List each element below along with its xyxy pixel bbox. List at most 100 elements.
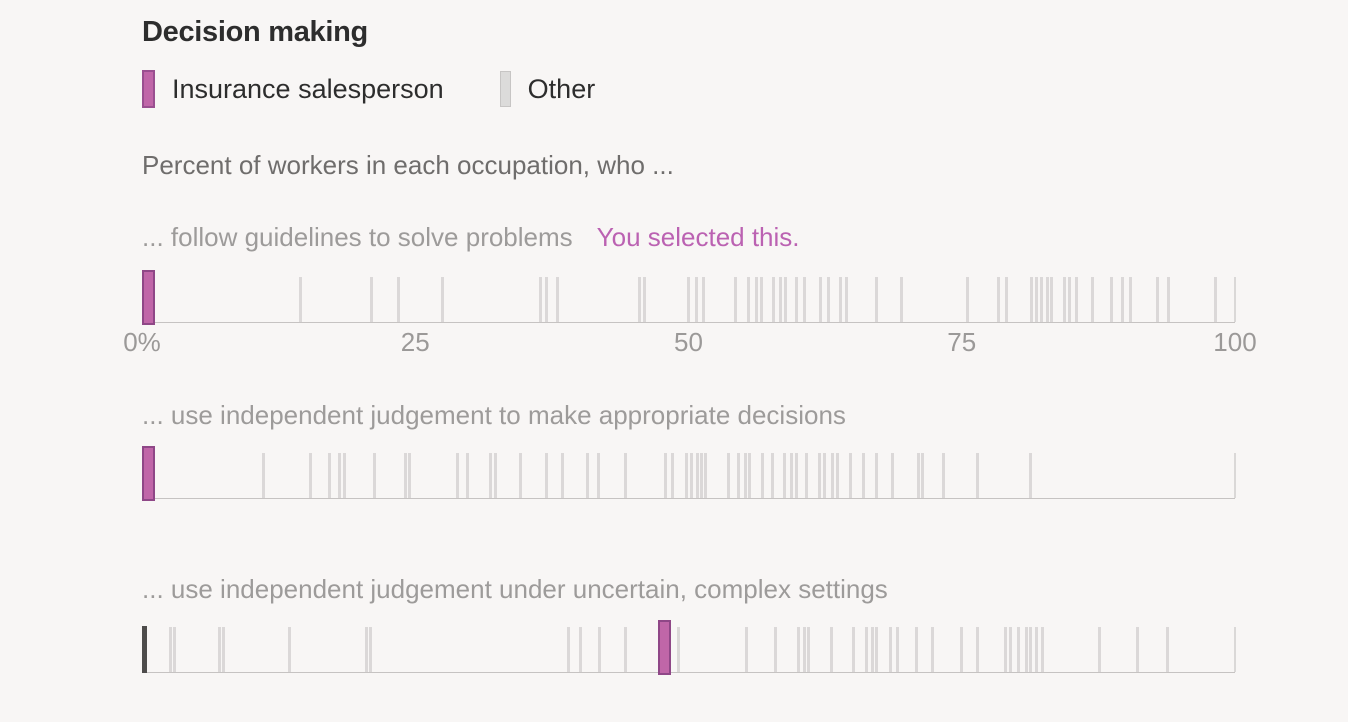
selected-occupation-mark [142, 446, 155, 501]
other-occupation-mark [915, 627, 919, 672]
other-occupation-mark [802, 627, 806, 672]
other-occupation-mark [544, 277, 548, 322]
other-occupation-mark [597, 453, 601, 498]
other-occupation-mark [288, 627, 292, 672]
other-occupation-mark [1062, 277, 1066, 322]
other-occupation-mark [795, 453, 799, 498]
other-occupation-mark [1041, 627, 1045, 672]
legend-label: Other [527, 73, 596, 104]
other-occupation-mark [1213, 277, 1217, 322]
other-occupation-mark [684, 453, 688, 498]
other-occupation-mark [852, 627, 856, 672]
other-occupation-mark [218, 627, 222, 672]
other-occupation-mark [704, 453, 708, 498]
chart-content: Decision making Insurance salesperson Ot… [123, 0, 1257, 722]
other-occupation-mark [874, 453, 878, 498]
axis-endcap [1234, 453, 1236, 498]
other-occupation-mark [370, 277, 374, 322]
other-occupation-mark [795, 277, 799, 322]
strip-label-uncertain-complex: ... use independent judgement under unce… [142, 574, 888, 604]
other-occupation-mark [687, 277, 690, 322]
other-occupation-mark [489, 453, 493, 498]
other-occupation-mark [1091, 277, 1095, 322]
other-occupation-mark [807, 627, 811, 672]
other-occupation-mark [835, 453, 839, 498]
other-occupation-mark [643, 277, 647, 322]
other-occupation-mark [818, 453, 822, 498]
other-occupation-mark [702, 277, 706, 322]
other-occupation-mark [861, 453, 865, 498]
other-occupation-mark [748, 453, 752, 498]
other-occupation-mark [727, 453, 731, 498]
other-occupation-mark [916, 453, 920, 498]
other-occupation-mark [997, 277, 1001, 322]
other-occupation-mark [1166, 277, 1170, 322]
other-occupation-mark [373, 453, 377, 498]
other-occupation-mark [694, 277, 698, 322]
other-occupation-mark [1165, 627, 1169, 672]
strip-plot-uncertain-complex [142, 620, 1236, 675]
other-occupation-mark [838, 277, 842, 322]
strip-label-follow-guidelines: ... follow guidelines to solve problems Y… [142, 222, 800, 253]
other-occupation-mark [1009, 627, 1013, 672]
other-occupation-mark [1034, 627, 1038, 672]
strip-label-text: ... follow guidelines to solve problems [142, 222, 573, 252]
other-occupation-mark [797, 627, 801, 672]
other-occupation-mark [1068, 277, 1072, 322]
legend-swatch-selected [142, 70, 155, 108]
strip-plot-follow-guidelines [142, 270, 1236, 325]
other-occupation-mark [772, 277, 776, 322]
other-occupation-mark [328, 453, 332, 498]
legend-item-insurance-salesperson: Insurance salesperson [142, 70, 444, 108]
other-occupation-mark [1128, 277, 1132, 322]
other-occupation-mark [342, 453, 346, 498]
other-occupation-mark [874, 277, 878, 322]
other-occupation-mark [578, 627, 582, 672]
axis-endcap [1234, 627, 1236, 672]
legend-label: Insurance salesperson [172, 73, 444, 104]
other-occupation-mark [865, 627, 869, 672]
other-occupation-mark [761, 453, 765, 498]
other-occupation-mark [737, 453, 741, 498]
other-occupation-mark [783, 453, 787, 498]
other-occupation-mark [338, 453, 342, 498]
other-occupation-mark [1155, 277, 1159, 322]
other-occupation-mark [975, 453, 979, 498]
other-occupation-mark [298, 277, 302, 322]
other-occupation-mark [848, 453, 852, 498]
other-occupation-mark [695, 453, 699, 498]
other-occupation-mark [830, 627, 834, 672]
other-occupation-mark [1029, 453, 1033, 498]
other-occupation-mark [173, 627, 177, 672]
other-occupation-mark [637, 277, 641, 322]
other-occupation-mark [784, 277, 788, 322]
strip-plot-appropriate-decisions [142, 446, 1236, 501]
other-occupation-mark [561, 453, 565, 498]
axis-tick-50: 50 [674, 327, 703, 357]
axis-endcap [1234, 277, 1236, 322]
other-occupation-mark [920, 453, 924, 498]
other-occupation-mark [397, 277, 401, 322]
legend-item-other: Other [499, 71, 596, 107]
axis-tick-100: 100 [1213, 327, 1257, 357]
other-occupation-mark [900, 277, 904, 322]
other-occupation-mark [831, 453, 835, 498]
other-occupation-mark [744, 627, 748, 672]
axis-tick-25: 25 [400, 327, 430, 357]
other-occupation-mark [664, 453, 668, 498]
other-occupation-mark [819, 277, 823, 322]
other-occupation-mark [364, 627, 368, 672]
other-occupation-mark [566, 627, 570, 672]
you-selected-note: You selected this. [596, 222, 800, 252]
chart-subtitle: Percent of workers in each occupation, w… [142, 150, 674, 180]
other-occupation-mark [1049, 277, 1053, 322]
other-occupation-mark [1045, 277, 1049, 322]
other-occupation-mark [975, 627, 979, 672]
other-occupation-mark [1136, 627, 1140, 672]
other-occupation-mark [466, 453, 470, 498]
other-occupation-mark [1097, 627, 1101, 672]
legend: Insurance salesperson Other [142, 70, 595, 108]
other-occupation-mark [598, 627, 602, 672]
other-occupation-mark [586, 453, 590, 498]
page-title: Decision making [142, 16, 368, 48]
